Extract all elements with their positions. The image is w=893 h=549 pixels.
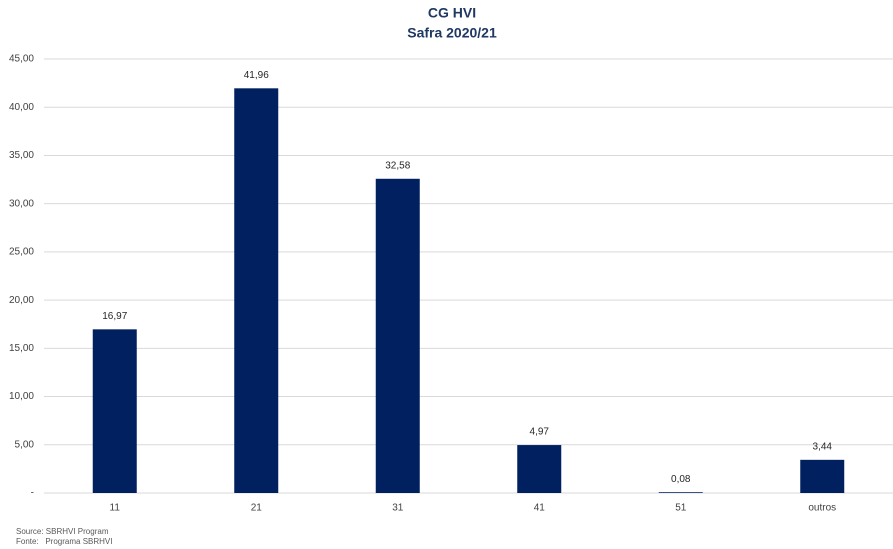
- bar: [375, 178, 420, 493]
- source-note: Fonte: Programa SBRHVI: [16, 537, 112, 546]
- chart-subtitle: Safra 2020/21: [407, 25, 497, 41]
- bar: [658, 492, 703, 493]
- y-tick-label: 35,00: [9, 150, 34, 161]
- y-tick-label: 15,00: [9, 343, 34, 354]
- bar: [800, 459, 845, 493]
- data-label: 3,44: [813, 441, 833, 452]
- data-label: 41,96: [244, 70, 269, 81]
- data-label: 4,97: [530, 427, 550, 438]
- bar: [92, 329, 137, 493]
- y-tick-label: 40,00: [9, 102, 34, 113]
- y-tick-label: 5,00: [15, 439, 35, 450]
- bar: [234, 88, 279, 493]
- x-tick-label: 51: [675, 503, 687, 514]
- data-label: 16,97: [102, 311, 127, 322]
- y-tick-label: 10,00: [9, 391, 34, 402]
- x-tick-label: outros: [808, 503, 836, 514]
- x-tick-label: 41: [534, 503, 546, 514]
- y-tick-label: 30,00: [9, 198, 34, 209]
- y-tick-label: 45,00: [9, 54, 34, 65]
- x-tick-label: 11: [110, 503, 121, 514]
- chart-title: CG HVI: [428, 5, 476, 21]
- y-tick-label: -: [31, 488, 34, 499]
- data-label: 0,08: [671, 474, 691, 485]
- x-tick-label: 31: [392, 503, 404, 514]
- x-tick-label: 21: [251, 503, 263, 514]
- source-note: Source: SBRHVI Program: [16, 527, 109, 536]
- data-label: 32,58: [385, 160, 410, 171]
- y-tick-label: 25,00: [9, 247, 34, 258]
- bar: [517, 445, 562, 493]
- y-tick-label: 20,00: [9, 295, 34, 306]
